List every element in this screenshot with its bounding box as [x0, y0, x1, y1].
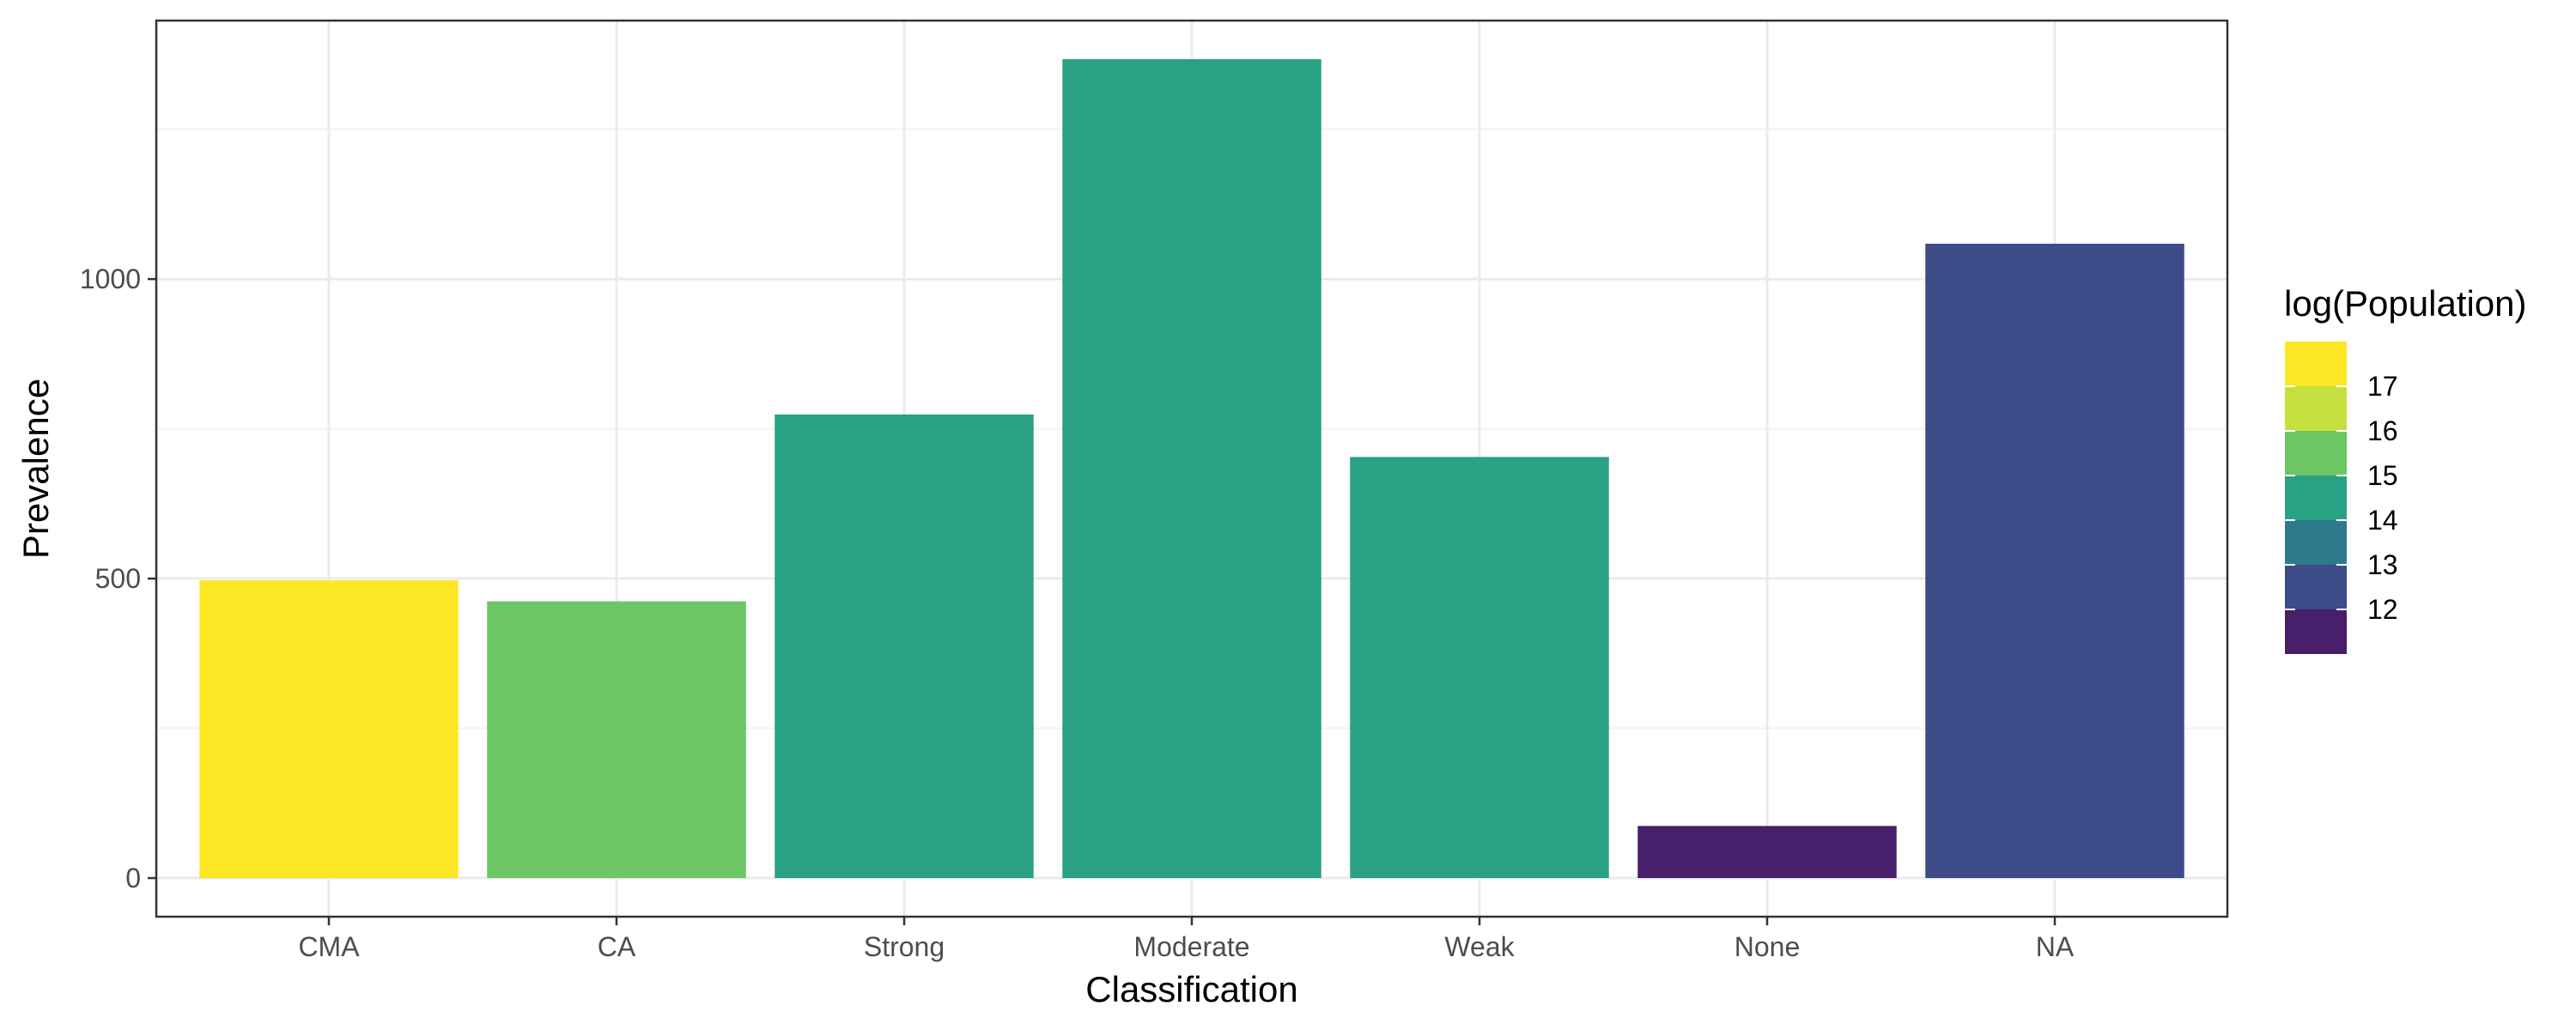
bar-moderate — [1062, 59, 1321, 878]
x-tick-label: Strong — [864, 931, 945, 962]
legend-label: 12 — [2367, 594, 2398, 625]
bar-none — [1637, 826, 1897, 878]
y-axis-title: Prevalence — [15, 379, 56, 559]
x-tick-label: Weak — [1444, 931, 1515, 962]
legend: log(Population) 17 16 15 14 13 12 — [2284, 283, 2527, 654]
legend-label: 16 — [2367, 415, 2398, 446]
y-tick-label: 1000 — [80, 264, 141, 294]
legend-label: 14 — [2367, 505, 2398, 536]
legend-label: 17 — [2367, 371, 2398, 402]
x-tick-label: None — [1735, 931, 1801, 962]
bar-ca — [487, 601, 746, 878]
legend-color-bin — [2285, 609, 2347, 654]
y-tick-label: 500 — [95, 563, 141, 594]
legend-label: 13 — [2367, 549, 2398, 580]
x-tick-label: NA — [2036, 931, 2075, 962]
legend-color-bin — [2285, 431, 2347, 476]
bar-strong — [775, 414, 1034, 878]
legend-title: log(Population) — [2284, 283, 2527, 324]
legend-color-bin — [2285, 342, 2347, 386]
legend-label: 15 — [2367, 460, 2398, 491]
bars — [199, 59, 2184, 878]
axis-ticks: 0 500 1000 CMA CA Strong Moderate Weak None NA — [80, 264, 2075, 962]
x-tick-label: Moderate — [1133, 931, 1249, 962]
x-tick-label: CMA — [298, 931, 360, 962]
legend-color-bin — [2285, 520, 2347, 565]
legend-color-bin — [2285, 386, 2347, 431]
x-tick-label: CA — [598, 931, 636, 962]
y-tick-label: 0 — [125, 863, 141, 894]
x-axis-title: Classification — [1085, 969, 1297, 1009]
legend-color-bin — [2285, 565, 2347, 609]
legend-color-bin — [2285, 476, 2347, 520]
bar-weak — [1350, 457, 1609, 878]
bar-na — [1925, 243, 2184, 878]
bar-cma — [199, 580, 459, 878]
